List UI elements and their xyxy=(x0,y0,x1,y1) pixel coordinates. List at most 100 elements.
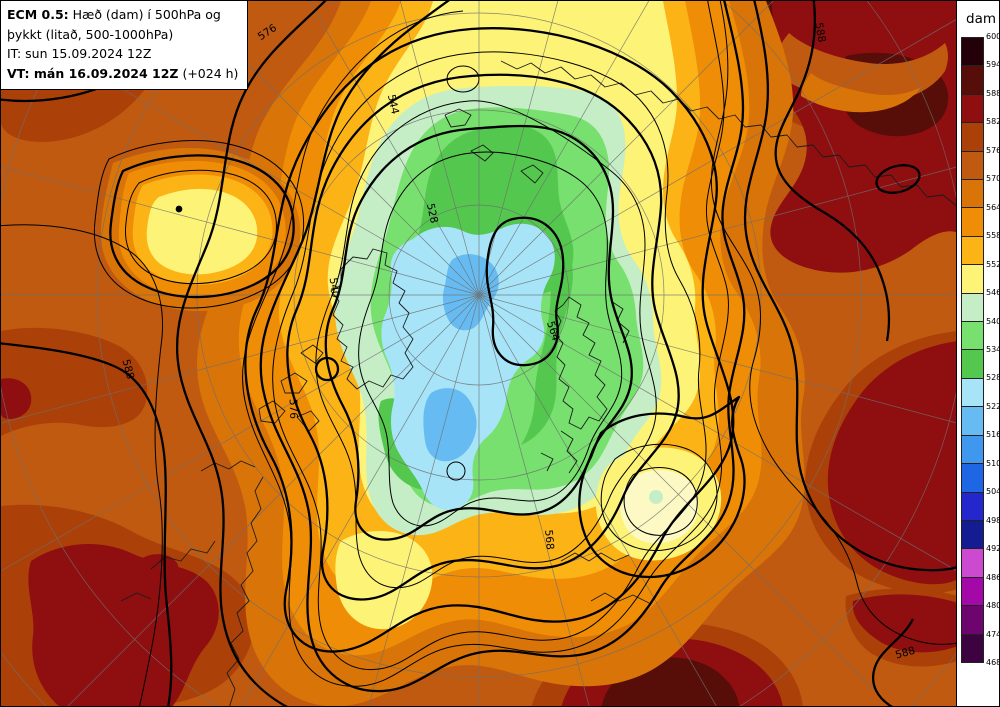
meridian-line xyxy=(478,294,958,424)
legend-color-cell xyxy=(962,519,983,549)
meridian-line xyxy=(478,1,559,296)
legend-color-cell xyxy=(962,150,983,180)
coastline xyxy=(200,460,256,472)
height-contour xyxy=(578,395,746,579)
legend-unit-label: dam xyxy=(966,11,996,27)
coastline xyxy=(540,452,554,472)
legend-color-cell xyxy=(962,93,983,123)
contour-value-label: 544 xyxy=(385,93,401,115)
thickness-region xyxy=(620,470,699,544)
legend-color-cell xyxy=(962,406,983,435)
height-contour xyxy=(710,1,958,645)
legend-tick-label: 498 xyxy=(986,515,1000,525)
legend-color-cell xyxy=(962,349,983,378)
legend-color-bar xyxy=(961,37,984,663)
height-contour xyxy=(358,151,623,527)
legend-tick-label: 576 xyxy=(986,145,1000,155)
meridian-line xyxy=(241,294,480,706)
legend-color-cell xyxy=(962,576,983,606)
height-contour xyxy=(286,73,680,601)
thickness-region xyxy=(1,327,148,436)
coastline xyxy=(500,60,958,208)
legend-color-cell xyxy=(962,463,983,492)
title-line-1: ECM 0.5: Hæð (dam) í 500hPa og xyxy=(7,5,238,25)
meridian-line xyxy=(1,166,480,296)
height-contour xyxy=(774,1,891,342)
legend-color-cell xyxy=(962,179,983,208)
legend-tick-label: 540 xyxy=(986,316,1000,326)
legend-tick-label: 588 xyxy=(986,88,1000,98)
legend-color-cell xyxy=(962,292,983,322)
thickness-fill-regions xyxy=(1,1,958,706)
meridian-line xyxy=(1,294,480,572)
legend-color-cell xyxy=(962,38,983,66)
meridian-line xyxy=(478,18,958,296)
legend-color-cell xyxy=(962,122,983,151)
meridian-line xyxy=(478,294,590,706)
legend-color-cell xyxy=(962,65,983,94)
height-contour xyxy=(1,342,173,706)
thickness-region xyxy=(852,594,958,653)
legend-color-cell xyxy=(962,434,983,464)
title-line-1-text: Hæð (dam) í 500hPa og xyxy=(72,7,221,22)
legend-tick-label: 480 xyxy=(986,601,1000,611)
thickness-region xyxy=(801,73,921,113)
legend-tick-label: 504 xyxy=(986,487,1000,497)
coastline xyxy=(444,108,472,128)
legend-tick-labels: 600 594 588 582 576 570 564 558 552 546 540 534 528 5… xyxy=(957,1,1000,706)
init-time: IT: sun 15.09.2024 12Z xyxy=(7,46,152,61)
height-contour xyxy=(315,100,657,589)
legend-tick-label: 492 xyxy=(986,544,1000,554)
coastline xyxy=(520,164,544,184)
valid-time-line: VT: mán 16.09.2024 12Z (+024 h) xyxy=(7,64,238,84)
contour-value-label: 528 xyxy=(424,202,440,224)
height-contour xyxy=(93,140,305,309)
valid-time: VT: mán 16.09.2024 12Z xyxy=(7,65,179,81)
height-contour xyxy=(242,1,729,687)
coastline xyxy=(300,344,324,364)
height-contour xyxy=(109,154,295,299)
legend-color-cell xyxy=(962,605,983,634)
height-contour xyxy=(259,1,746,693)
legend-color-cell xyxy=(962,491,983,520)
height-contour xyxy=(324,124,633,541)
coastline xyxy=(560,430,578,474)
legend-color-cell xyxy=(962,235,983,265)
legend-tick-label: 564 xyxy=(986,202,1000,212)
legend-tick-label: 594 xyxy=(986,60,1000,70)
coastline xyxy=(590,592,650,604)
legend-tick-label: 570 xyxy=(986,174,1000,184)
thickness-legend: dam 600 594 588 582 576 570 564 558 552 546 540 534… xyxy=(956,1,1000,706)
height-contour xyxy=(743,1,958,572)
coastline xyxy=(280,372,308,394)
coastline xyxy=(150,540,216,570)
thickness-region xyxy=(139,554,179,581)
height-contour xyxy=(872,618,915,706)
coastline xyxy=(470,144,494,162)
legend-color-cell xyxy=(962,264,983,293)
legend-tick-label: 558 xyxy=(986,231,1000,241)
thickness-region xyxy=(423,388,477,462)
thickness-region xyxy=(827,341,958,585)
legend-tick-label: 600 xyxy=(986,32,1000,41)
legend-tick-label: 510 xyxy=(986,458,1000,468)
meridian-line xyxy=(478,1,650,296)
meridian-line xyxy=(478,166,958,296)
valid-time-offset: (+024 h) xyxy=(182,65,239,81)
meridian-line xyxy=(368,294,480,706)
coastline xyxy=(330,248,414,390)
meridian-line xyxy=(67,294,480,706)
height-contour xyxy=(485,216,565,367)
map-canvas: 588576544528540564568576588588588 xyxy=(1,1,958,706)
coastline xyxy=(560,552,630,562)
coastlines xyxy=(120,60,958,706)
height-contour xyxy=(875,164,921,194)
thickness-region xyxy=(1,378,32,419)
height-contour xyxy=(623,467,698,536)
contour-value-label: 568 xyxy=(542,529,556,550)
height-contour xyxy=(124,169,277,285)
contour-value-label: 588 xyxy=(894,645,916,662)
contour-value-label: 540 xyxy=(327,277,342,299)
height-contour xyxy=(314,356,340,382)
